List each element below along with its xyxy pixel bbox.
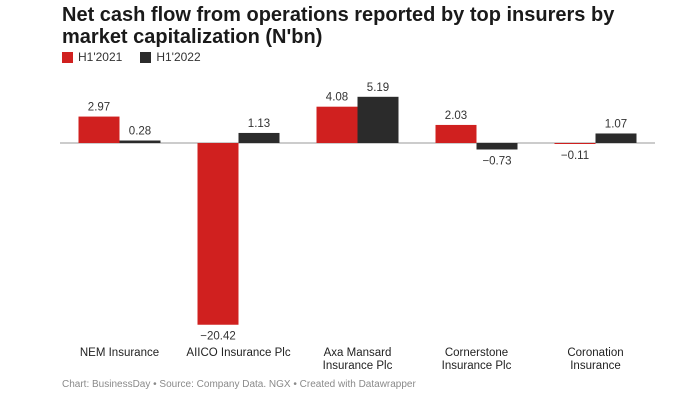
value-label-axa-mansard-insurance-plc-h1-2022: 5.19 (367, 82, 389, 94)
category-label-axa-mansard-insurance-plc-line1: Axa Mansard (324, 347, 392, 359)
category-label-cornerstone-insurance-plc-line2: Insurance Plc (442, 360, 512, 372)
value-label-axa-mansard-insurance-plc-h1-2021: 4.08 (326, 92, 348, 104)
category-label-axa-mansard-insurance-plc-line2: Insurance Plc (323, 360, 393, 372)
legend: H1'2021 H1'2022 (62, 50, 219, 64)
value-label-cornerstone-insurance-plc-h1-2021: 2.03 (445, 110, 467, 122)
category-label-coronation-insurance-line2: Insurance (570, 360, 621, 372)
value-label-coronation-insurance-h1-2022: 1.07 (605, 118, 627, 130)
value-label-nem-insurance-h1-2022: 0.28 (129, 126, 151, 138)
value-label-coronation-insurance-h1-2021: −0.11 (561, 150, 589, 162)
bar-nem-insurance-h1-2021 (78, 116, 120, 143)
bar-nem-insurance-h1-2022 (119, 140, 161, 143)
bar-axa-mansard-insurance-plc-h1-2022 (357, 96, 399, 143)
value-label-aiico-insurance-plc-h1-2021: −20.42 (200, 331, 236, 343)
bar-coronation-insurance-h1-2022 (595, 133, 637, 143)
bar-cornerstone-insurance-plc-h1-2022 (476, 143, 518, 150)
value-label-nem-insurance-h1-2021: 2.97 (88, 102, 110, 114)
legend-label-h1-2021: H1'2021 (78, 50, 123, 64)
bar-cornerstone-insurance-plc-h1-2021 (435, 124, 477, 143)
legend-label-h1-2022: H1'2022 (156, 50, 201, 64)
bar-axa-mansard-insurance-plc-h1-2021 (316, 106, 358, 143)
bar-coronation-insurance-h1-2021 (554, 143, 596, 144)
category-label-cornerstone-insurance-plc-line1: Cornerstone (445, 347, 508, 359)
chart-footer: Chart: BusinessDay • Source: Company Dat… (62, 379, 416, 390)
category-label-coronation-insurance-line1: Coronation (567, 347, 623, 359)
category-label-nem-insurance: NEM Insurance (80, 347, 159, 359)
bar-aiico-insurance-plc-h1-2021 (197, 143, 239, 325)
value-label-cornerstone-insurance-plc-h1-2022: −0.73 (482, 155, 511, 167)
legend-item-h1-2021: H1'2021 (62, 50, 122, 64)
bar-aiico-insurance-plc-h1-2022 (238, 132, 280, 143)
category-label-aiico-insurance-plc: AIICO Insurance Plc (186, 347, 290, 359)
legend-item-h1-2022: H1'2022 (140, 50, 201, 64)
legend-swatch-h1-2022 (140, 51, 152, 63)
chart-title: Net cash flow from operations reported b… (62, 4, 615, 48)
legend-swatch-h1-2021 (62, 51, 73, 63)
value-label-aiico-insurance-plc-h1-2022: 1.13 (248, 118, 270, 130)
